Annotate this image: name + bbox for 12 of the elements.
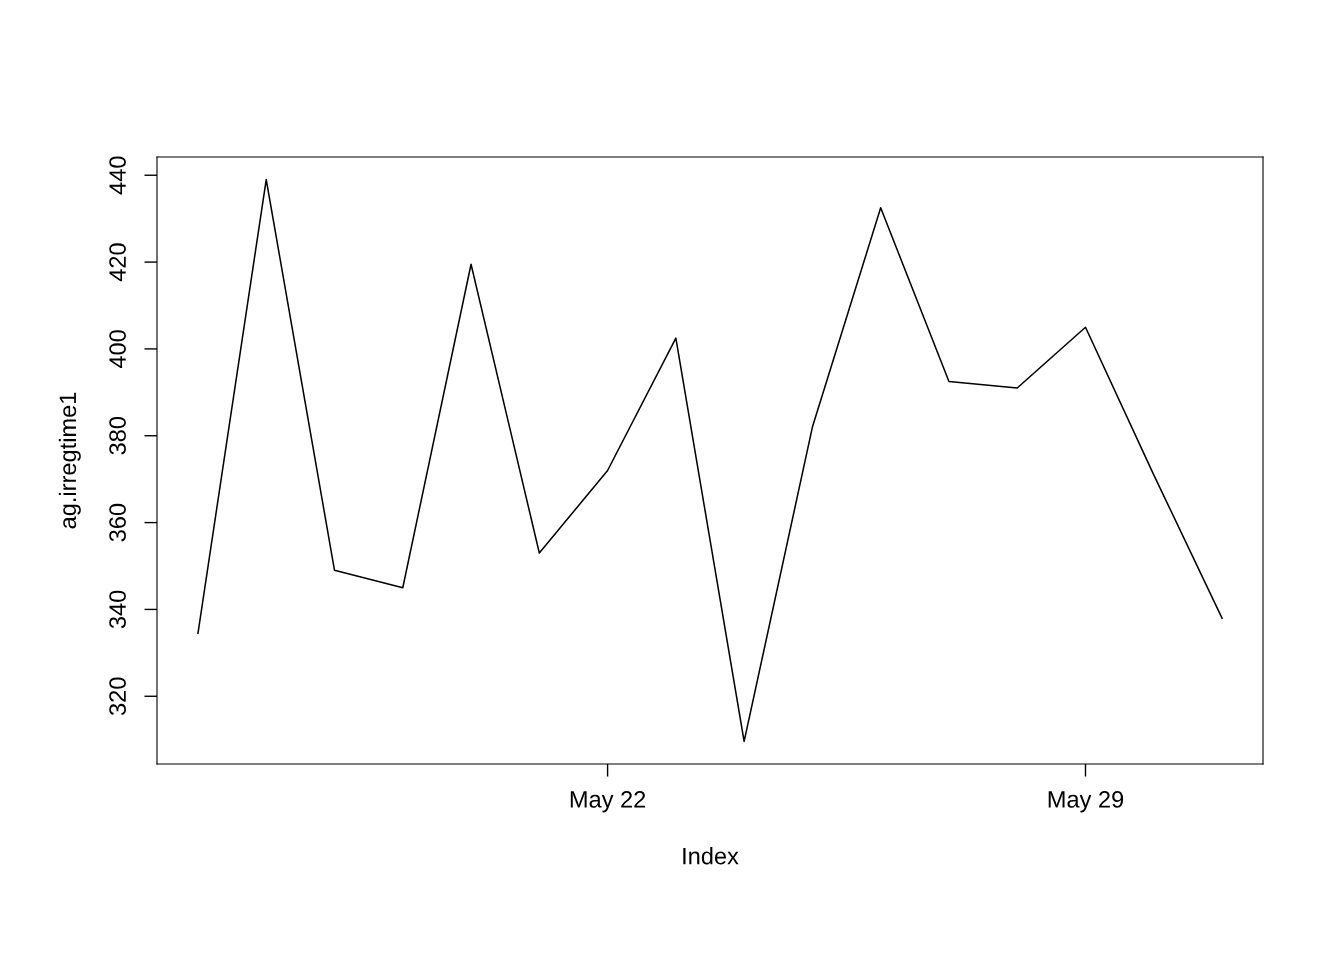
y-axis-title: ag.irregtime1 bbox=[58, 392, 81, 529]
y-tick-label: 340 bbox=[109, 590, 126, 629]
y-tick-label: 440 bbox=[109, 156, 126, 195]
y-tick-label: 380 bbox=[109, 416, 126, 455]
y-tick-label: 320 bbox=[109, 677, 126, 716]
x-axis-title: Index bbox=[683, 847, 739, 865]
y-tick-label: 420 bbox=[109, 243, 126, 282]
y-tick-label: 400 bbox=[109, 330, 126, 369]
x-tick-label: May 22 bbox=[570, 791, 646, 813]
y-tick-label: 360 bbox=[109, 503, 126, 542]
line-series bbox=[197, 178, 1223, 743]
x-tick-label: May 29 bbox=[1048, 791, 1124, 813]
